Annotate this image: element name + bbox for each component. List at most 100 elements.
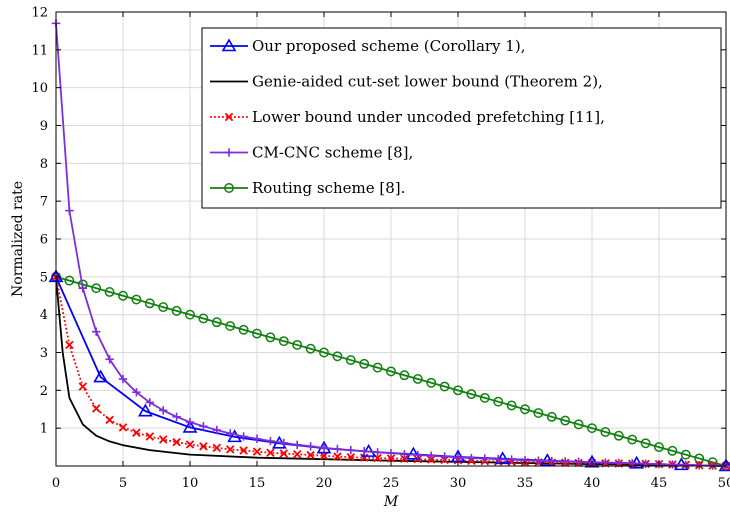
circle-marker-shape (613, 430, 624, 441)
x-marker-stroke (333, 452, 342, 461)
y-tick-label: 10 (31, 81, 48, 96)
data-point (359, 453, 369, 462)
data-point (640, 438, 651, 449)
x-marker-stroke (185, 440, 195, 449)
circle-marker-shape (185, 309, 195, 320)
legend-marker (224, 148, 234, 157)
data-point (319, 347, 329, 358)
series-1 (55, 276, 727, 467)
data-point (412, 374, 423, 384)
x-tick-label: 25 (383, 476, 400, 491)
data-point (360, 447, 369, 456)
x-marker-stroke (105, 415, 114, 425)
data-point (132, 428, 141, 437)
data-point (627, 434, 638, 445)
circle-marker-shape (493, 396, 504, 407)
circle-marker-shape (319, 347, 329, 358)
circle-marker-shape (64, 275, 75, 286)
circle-marker-shape (104, 287, 115, 297)
data-point (266, 448, 275, 457)
x-tick-label: 5 (119, 476, 127, 491)
x-tick-label: 35 (517, 476, 534, 491)
circle-marker-shape (533, 408, 544, 418)
y-tick-label: 12 (31, 6, 48, 21)
data-point (278, 336, 289, 347)
data-point (279, 449, 289, 458)
triangle-marker-shape (93, 369, 109, 383)
data-point (172, 412, 181, 422)
y-axis-label: Normalized rate (10, 181, 26, 297)
triangle-marker-shape (227, 429, 243, 443)
data-point (405, 446, 421, 460)
data-point (252, 447, 262, 456)
data-point (92, 327, 101, 336)
data-point (479, 392, 490, 403)
data-point (104, 287, 115, 297)
data-point (413, 450, 422, 460)
data-point (546, 411, 557, 422)
data-point (105, 355, 114, 364)
x-marker-stroke (373, 453, 382, 463)
data-point (182, 419, 198, 433)
data-point (78, 382, 88, 391)
x-marker-stroke (225, 445, 235, 454)
circle-marker-shape (426, 377, 437, 388)
data-point (145, 398, 154, 407)
y-tick-label: 1 (40, 422, 48, 437)
data-point (238, 324, 249, 335)
data-point (91, 404, 101, 413)
circle-marker-shape (144, 298, 155, 309)
circle-marker-shape (412, 374, 423, 384)
data-point (539, 453, 555, 467)
circle-marker-shape (292, 339, 303, 350)
x-marker-stroke (78, 382, 88, 391)
x-tick-label: 45 (651, 476, 668, 491)
data-point (333, 452, 342, 461)
data-point (587, 423, 597, 434)
x-marker-stroke (400, 454, 409, 464)
circle-marker-shape (198, 313, 209, 324)
data-point (667, 445, 678, 456)
data-point (680, 449, 691, 460)
x-tick-label: 40 (584, 476, 601, 491)
legend-entry: Lower bound under uncoded prefetching [1… (210, 108, 605, 126)
legend-label: Our proposed scheme (Corollary 1), (252, 37, 525, 55)
data-point (359, 358, 370, 369)
data-point (386, 448, 396, 458)
data-point (480, 454, 489, 463)
data-point (641, 459, 650, 468)
circle-marker-shape (211, 317, 222, 328)
y-tick-label: 6 (40, 233, 48, 248)
data-point (373, 448, 382, 457)
legend-entry: Routing scheme [8]. (210, 179, 405, 197)
series-3 (51, 19, 730, 471)
x-marker-stroke (266, 448, 275, 457)
data-point (65, 206, 74, 215)
data-point (427, 451, 436, 460)
data-point (426, 377, 437, 388)
circle-marker-shape (600, 427, 611, 437)
data-point (225, 445, 235, 454)
circle-marker-shape (546, 411, 557, 422)
data-point (506, 400, 517, 411)
legend-label: Lower bound under uncoded prefetching [1… (252, 108, 605, 126)
series-4 (51, 271, 730, 471)
data-point (453, 453, 463, 462)
data-point (494, 454, 503, 464)
data-point (171, 305, 182, 316)
circle-marker-shape (372, 362, 383, 373)
data-point (520, 404, 530, 415)
data-point (91, 283, 102, 294)
x-marker-stroke (212, 443, 222, 453)
x-tick-label: 10 (182, 476, 199, 491)
data-point (332, 351, 343, 362)
y-tick-label: 7 (40, 195, 48, 210)
data-point (78, 283, 87, 293)
data-point (386, 454, 396, 463)
circle-marker-shape (640, 438, 651, 449)
legend: Our proposed scheme (Corollary 1), Genie-… (201, 27, 722, 209)
data-point (292, 339, 303, 350)
data-point (159, 406, 168, 415)
data-point (400, 454, 409, 464)
circle-marker-shape (654, 442, 664, 453)
